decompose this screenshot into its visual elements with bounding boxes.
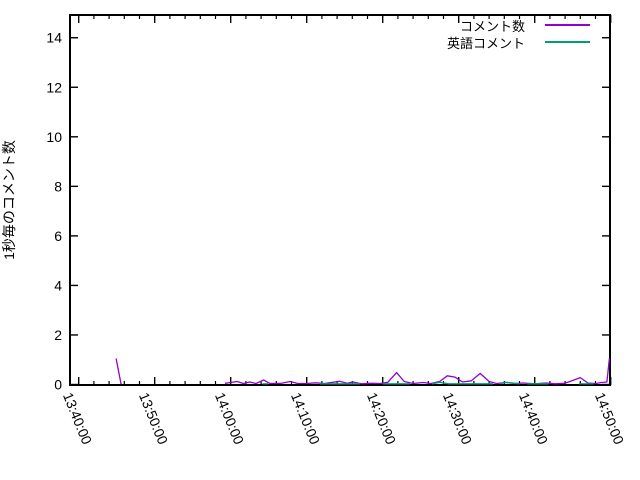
legend: コメント数 英語コメント (446, 17, 590, 51)
x-tick-label: 14:00:00 (212, 390, 247, 447)
legend-line-english-comments (545, 41, 590, 43)
x-tick-label: 14:40:00 (516, 390, 551, 447)
y-axis-title: 1秒毎のコメント数 (1, 140, 17, 260)
x-axis-major-ticks (77, 15, 612, 385)
legend-item-comments: コメント数 (447, 17, 590, 34)
y-tick-label: 0 (54, 377, 62, 393)
y-axis-ticks (70, 37, 610, 386)
x-tick-label: 14:30:00 (440, 390, 475, 447)
legend-item-english-comments: 英語コメント (446, 34, 590, 51)
x-tick-label: 14:10:00 (288, 390, 323, 447)
series-0 (115, 358, 611, 385)
x-axis-tick-labels: 13:40:00 13:50:00 14:00:00 14:10:00 14:20:00… (60, 390, 627, 447)
y-tick-label: 6 (54, 228, 62, 244)
x-axis-minor-ticks (93, 15, 597, 385)
x-tick-label: 14:20:00 (364, 390, 399, 447)
comments-series-line (224, 358, 611, 385)
legend-line-comments (545, 24, 590, 26)
y-tick-label: 10 (46, 129, 62, 145)
english-comments-series-line (500, 381, 520, 385)
plot-border (69, 14, 611, 386)
y-tick-label: 4 (54, 277, 62, 293)
y-tick-label: 2 (54, 327, 62, 343)
y-tick-label: 14 (46, 30, 62, 46)
y-axis-tick-labels: 0 2 4 6 8 10 12 14 (46, 30, 62, 393)
x-tick-label: 14:50:00 (592, 390, 627, 447)
y-tick-label: 8 (54, 178, 62, 194)
y-tick-label: 12 (46, 79, 62, 95)
x-tick-label: 13:50:00 (136, 390, 171, 447)
x-tick-label: 13:40:00 (60, 390, 95, 447)
comments-series-line (115, 358, 122, 385)
series-1 (262, 381, 594, 385)
legend-label-comments: コメント数 (459, 18, 525, 34)
legend-label-english-comments: 英語コメント (446, 35, 525, 51)
english-comments-series-line (431, 381, 493, 385)
